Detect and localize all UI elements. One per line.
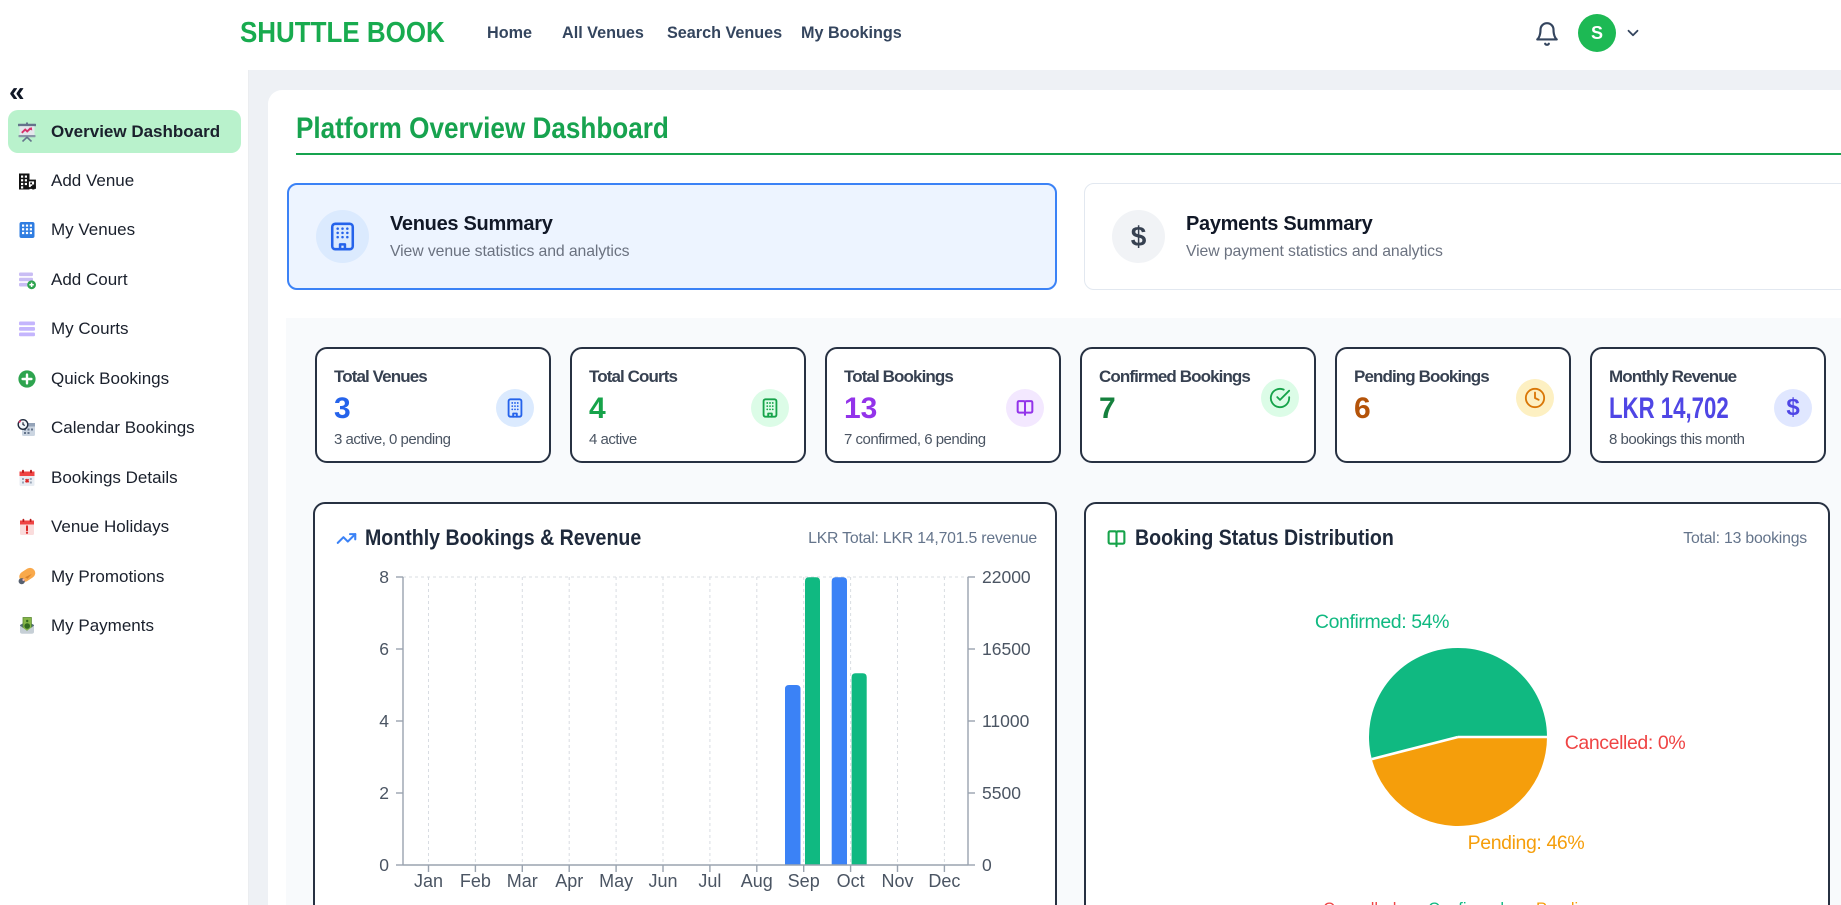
svg-text:5500: 5500 bbox=[982, 783, 1021, 803]
svg-text:May: May bbox=[599, 871, 633, 891]
svg-text:Apr: Apr bbox=[555, 871, 583, 891]
svg-text:Cancelled: 0%: Cancelled: 0% bbox=[1565, 732, 1686, 754]
svg-text:16500: 16500 bbox=[982, 639, 1031, 659]
svg-text:Jun: Jun bbox=[648, 871, 677, 891]
svg-text:11000: 11000 bbox=[982, 711, 1030, 731]
svg-text:Feb: Feb bbox=[460, 871, 491, 891]
svg-text:4: 4 bbox=[379, 711, 389, 731]
svg-text:Pending: 46%: Pending: 46% bbox=[1468, 832, 1585, 854]
svg-text:Cancelled: Cancelled bbox=[1323, 900, 1396, 905]
svg-text:Confirmed: 54%: Confirmed: 54% bbox=[1315, 611, 1449, 633]
svg-text:Pending: Pending bbox=[1536, 900, 1597, 905]
svg-text:Dec: Dec bbox=[928, 871, 960, 891]
svg-text:0: 0 bbox=[982, 855, 992, 875]
svg-text:Sep: Sep bbox=[788, 871, 820, 891]
svg-text:Oct: Oct bbox=[837, 871, 865, 891]
svg-text:2: 2 bbox=[379, 783, 389, 803]
svg-text:Jul: Jul bbox=[698, 871, 721, 891]
svg-text:Nov: Nov bbox=[881, 871, 913, 891]
svg-text:8: 8 bbox=[379, 567, 389, 587]
svg-text:Confirmed: Confirmed bbox=[1428, 900, 1504, 905]
svg-text:Aug: Aug bbox=[741, 871, 773, 891]
svg-text:Bookings: Bookings bbox=[633, 903, 701, 905]
svg-text:6: 6 bbox=[379, 639, 389, 659]
svg-text:0: 0 bbox=[379, 855, 389, 875]
svg-text:22000: 22000 bbox=[982, 567, 1031, 587]
svg-text:Revenue (LKR): Revenue (LKR) bbox=[738, 903, 852, 905]
svg-text:Mar: Mar bbox=[507, 871, 538, 891]
svg-text:Jan: Jan bbox=[414, 871, 443, 891]
